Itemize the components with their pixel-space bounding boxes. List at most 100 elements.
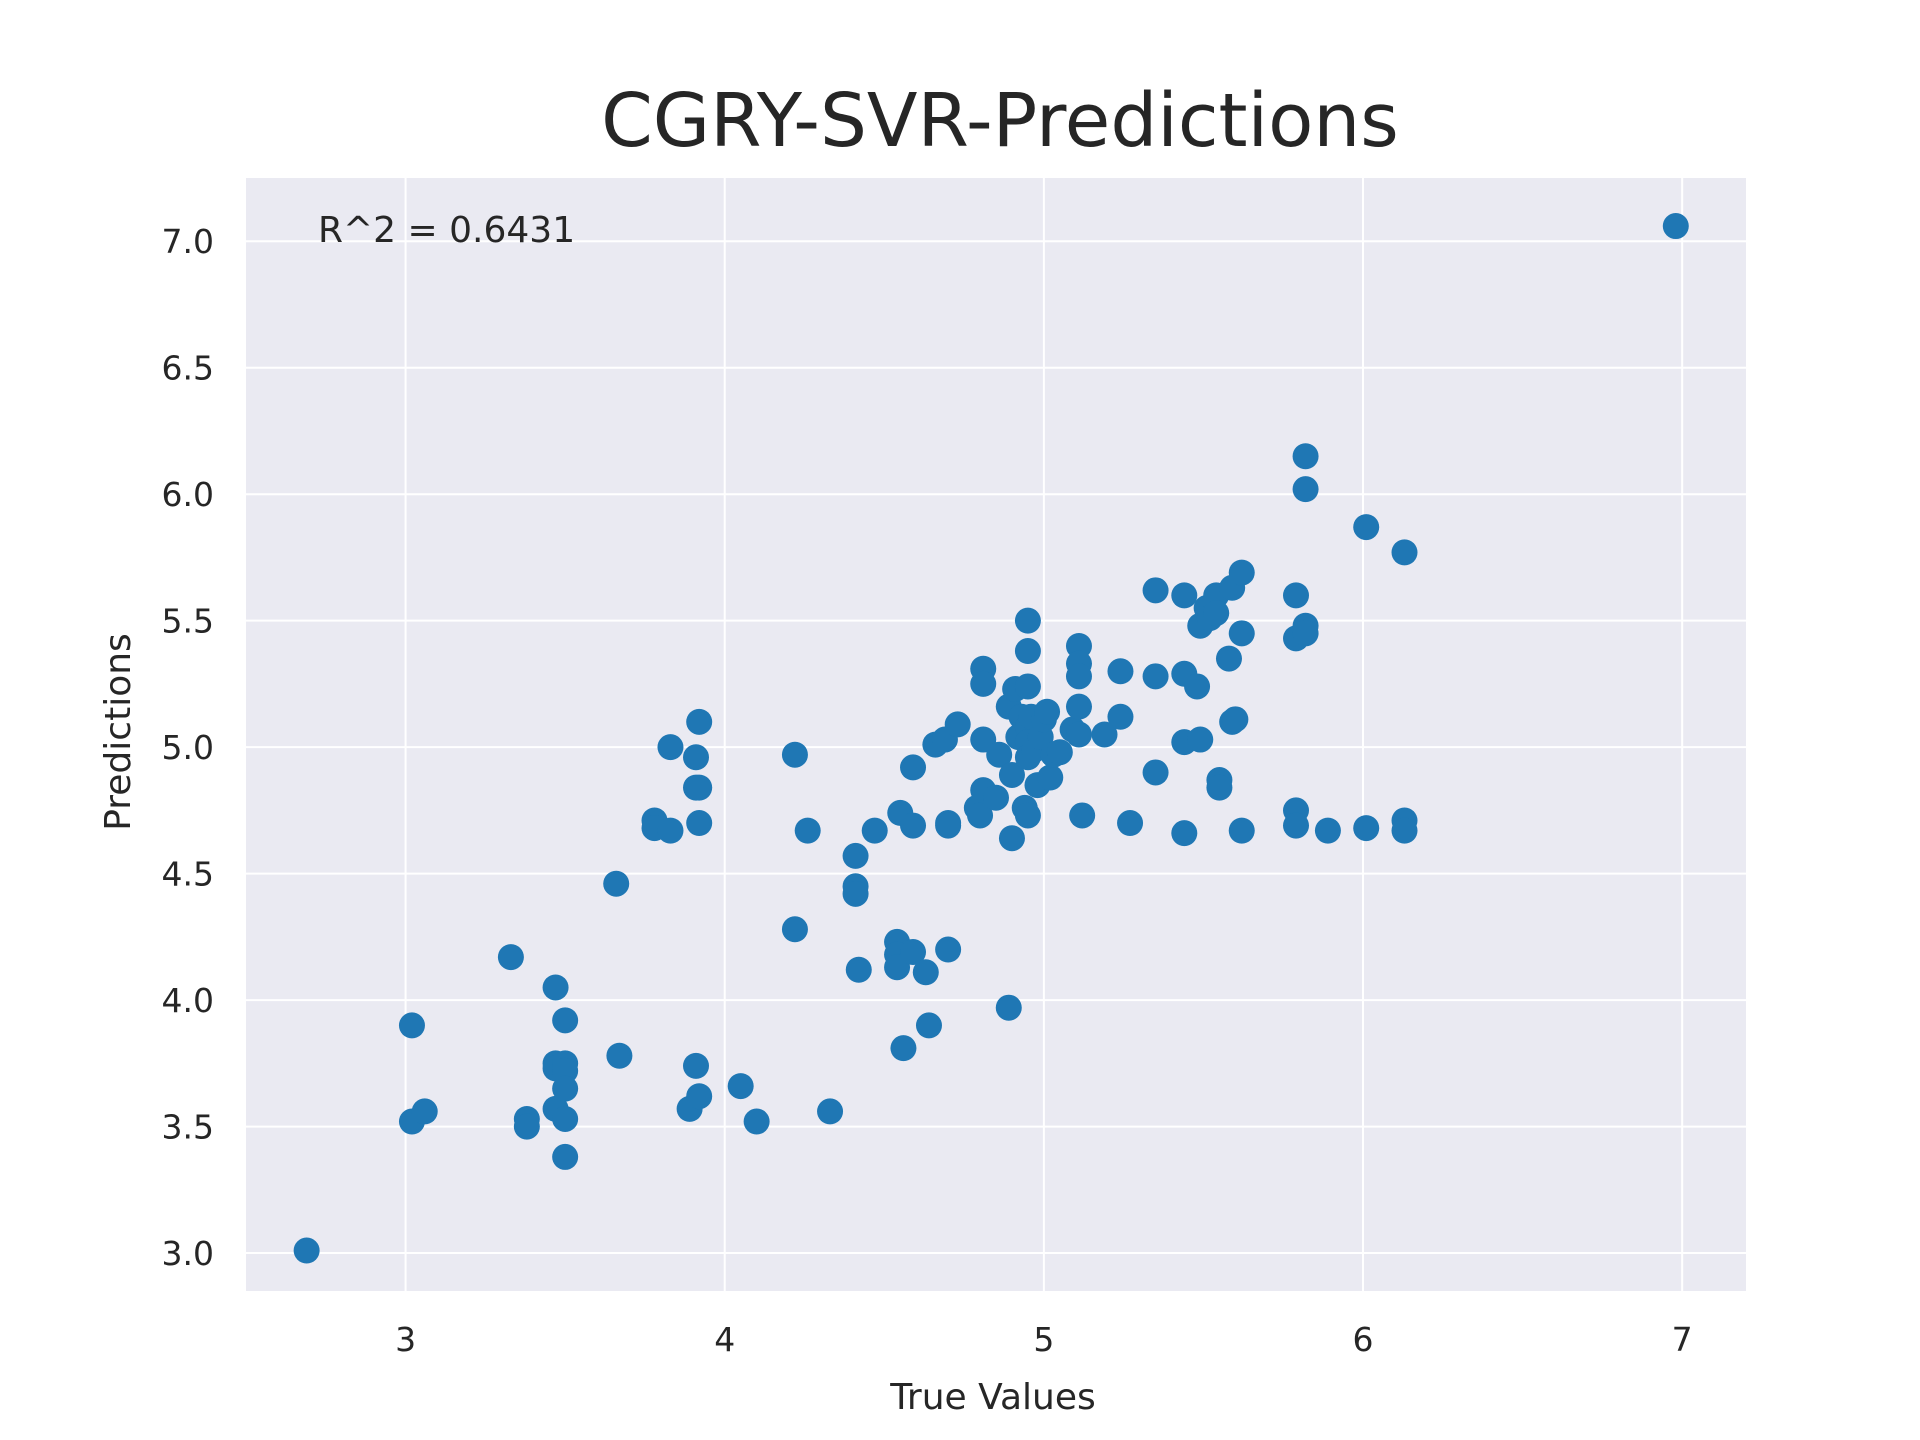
data-points [293,213,1689,1264]
data-point [861,817,888,844]
x-tick-label: 4 [714,1320,735,1359]
y-tick-labels: 3.0 3.5 4.0 4.5 5.0 5.5 6.0 6.5 7.0 [162,222,214,1273]
data-point [1034,698,1061,725]
data-point [411,1098,438,1125]
data-point [513,1113,540,1140]
data-point [552,1143,579,1170]
data-point [842,880,869,907]
data-point [915,1012,942,1039]
data-point [1215,645,1242,672]
data-point [552,1075,579,1102]
data-point [986,741,1013,768]
data-point [727,1073,754,1100]
data-point [603,870,630,897]
data-point [1292,443,1319,470]
data-point [542,974,569,1001]
data-point [743,1108,770,1135]
y-tick-label: 3.0 [162,1234,214,1273]
data-point [1292,620,1319,647]
data-point [1014,638,1041,665]
data-point [1065,663,1092,690]
data-point [1142,577,1169,604]
data-point [1203,600,1230,627]
data-point [995,994,1022,1021]
x-tick-label: 6 [1353,1320,1374,1359]
data-point [817,1098,844,1125]
data-point [497,944,524,971]
y-tick-label: 3.5 [162,1108,214,1147]
data-point [1014,802,1041,829]
data-point [1065,693,1092,720]
y-tick-label: 6.0 [162,475,214,514]
data-point [683,744,709,771]
data-point [1283,582,1309,609]
data-point [900,939,927,966]
x-axis-label: True Values [889,1377,1096,1418]
data-point [1353,514,1380,541]
data-point [683,1052,709,1079]
data-point [842,842,869,869]
data-point [1206,774,1233,801]
data-point [1222,706,1249,733]
data-point [1662,213,1689,240]
data-point [1353,815,1380,842]
data-point [1046,739,1073,766]
data-point [657,817,684,844]
data-point [686,1083,713,1110]
y-tick-label: 5.5 [162,602,214,641]
data-point [1107,658,1134,685]
data-point [1014,607,1041,634]
data-point [686,708,713,735]
y-tick-label: 7.0 [162,222,214,261]
data-point [900,754,927,781]
data-point [1171,582,1198,609]
data-point [1184,673,1211,700]
data-point [657,734,684,761]
data-point [293,1237,320,1264]
x-tick-label: 5 [1033,1320,1054,1359]
data-point [794,817,821,844]
data-point [1142,663,1169,690]
y-tick-label: 5.0 [162,728,214,767]
x-tick-labels: 3 4 5 6 7 [395,1320,1693,1359]
data-point [1187,726,1214,753]
data-point [686,774,713,801]
data-point [983,784,1009,811]
data-point [606,1042,633,1069]
data-point [1391,539,1418,566]
data-point [552,1105,579,1132]
data-point [998,825,1025,852]
data-point [1314,817,1341,844]
data-point [1228,620,1255,647]
grid-lines [246,178,1746,1291]
y-tick-label: 4.5 [162,855,214,894]
data-point [944,711,971,738]
plot-area [246,178,1746,1291]
data-point [1292,476,1319,503]
data-point [398,1012,425,1039]
data-point [1091,721,1118,748]
r-squared-annotation: R^2 = 0.6431 [318,210,575,251]
x-tick-label: 3 [395,1320,416,1359]
data-point [686,810,713,837]
data-point [900,812,927,839]
data-point [1069,802,1096,829]
data-point [1117,810,1144,837]
data-point [970,670,997,697]
data-point [1171,820,1198,847]
data-point [1142,759,1169,786]
data-point [1107,703,1134,730]
y-tick-label: 4.0 [162,981,214,1020]
data-point [552,1007,579,1034]
data-point [781,741,808,768]
data-point [935,936,962,963]
data-point [1391,817,1418,844]
x-tick-label: 7 [1672,1320,1693,1359]
data-point [845,956,872,983]
data-point [1228,817,1255,844]
y-tick-label: 6.5 [162,349,214,388]
data-point [967,802,994,829]
data-point [1228,559,1255,586]
data-point [1065,721,1092,748]
data-point [1283,812,1309,839]
